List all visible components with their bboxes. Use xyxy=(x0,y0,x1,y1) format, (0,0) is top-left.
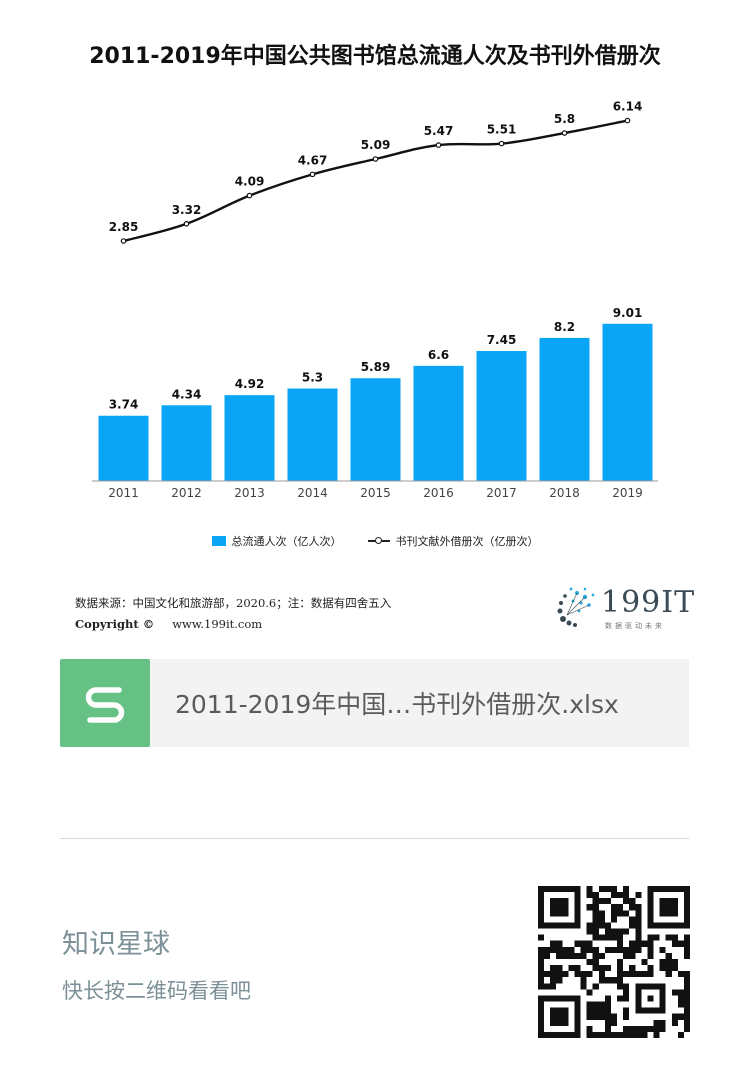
bar-series: 3.74 4.34 4.92 5.3 5.89 6.6 7.45 8.2 9.01 xyxy=(98,306,653,481)
line-label-2013: 4.09 xyxy=(235,175,265,189)
qr-code[interactable] xyxy=(538,886,690,1038)
logo-text: 199IT xyxy=(601,585,696,620)
source-text: 数据来源：中国文化和旅游部，2020.6；注：数据有四舍五入 xyxy=(75,596,392,610)
line-point-2015 xyxy=(372,156,379,162)
legend-swatch-bar xyxy=(211,536,226,546)
x-tick-2018: 2018 xyxy=(549,486,580,500)
logo-dots-icon xyxy=(557,587,595,627)
promo-title: 知识星球 xyxy=(62,929,170,960)
promo-hint: 快长按二维码看看吧 xyxy=(62,979,251,1003)
bar-2017 xyxy=(476,350,527,481)
website-text: www.199it.com xyxy=(172,617,263,631)
line-label-2017: 5.51 xyxy=(487,123,517,137)
x-tick-2019: 2019 xyxy=(612,486,643,500)
line-point-2012 xyxy=(183,220,190,227)
line-label-2015: 5.09 xyxy=(361,138,391,152)
bar-2016 xyxy=(413,365,464,481)
brand-logo: 199IT 数据驱动未来 xyxy=(555,585,694,633)
bar-label-2013: 4.92 xyxy=(235,377,265,391)
line-point-2014 xyxy=(309,171,316,178)
bar-label-2018: 8.2 xyxy=(554,320,575,334)
line-point-2016 xyxy=(435,142,442,148)
bar-label-2019: 9.01 xyxy=(613,306,643,320)
x-tick-2013: 2013 xyxy=(234,486,265,500)
line-point-2017 xyxy=(498,140,505,147)
line-point-2019 xyxy=(624,117,631,124)
logo-subtitle: 数据驱动未来 xyxy=(605,622,665,630)
bar-2018 xyxy=(539,337,590,481)
legend-label-bar: 总流通人次（亿人次） xyxy=(231,535,342,548)
chart-title: 2011-2019年中国公共图书馆总流通人次及书刊外借册次 xyxy=(89,44,661,69)
spreadsheet-file-icon xyxy=(60,659,150,747)
divider xyxy=(60,838,689,839)
bar-2013 xyxy=(224,395,275,481)
line-label-2019: 6.14 xyxy=(613,100,643,114)
bar-2012 xyxy=(161,405,212,481)
bar-2011 xyxy=(98,415,149,481)
chart: 2.85 3.32 4.09 4.67 5.09 5.47 5.51 5.8 6.14 3.74… xyxy=(92,100,658,500)
line-label-2014: 4.67 xyxy=(298,153,328,167)
source-block: 数据来源：中国文化和旅游部，2020.6；注：数据有四舍五入 Copyright… xyxy=(75,593,391,635)
line-label-2012: 3.32 xyxy=(172,203,202,217)
legend-swatch-line xyxy=(367,536,390,546)
line-label-2016: 5.47 xyxy=(424,124,454,138)
bar-2014 xyxy=(287,388,338,481)
x-tick-2016: 2016 xyxy=(423,486,454,500)
x-tick-2017: 2017 xyxy=(486,486,517,500)
bar-label-2012: 4.34 xyxy=(172,387,202,401)
line-point-2018 xyxy=(561,130,568,136)
attachment-file-name: 2011-2019年中国…书刊外借册次.xlsx xyxy=(175,690,619,719)
bar-label-2017: 7.45 xyxy=(487,333,517,347)
legend-item-bar: 总流通人次（亿人次） xyxy=(211,533,342,549)
bar-label-2011: 3.74 xyxy=(109,398,139,412)
x-tick-2015: 2015 xyxy=(360,486,391,500)
copyright-label: Copyright © xyxy=(75,617,155,631)
legend-item-line: 书刊文献外借册次（亿册次） xyxy=(367,533,539,549)
bar-label-2016: 6.6 xyxy=(428,348,449,362)
line-series: 2.85 3.32 4.09 4.67 5.09 5.47 5.51 5.8 6.14 xyxy=(109,100,643,244)
bar-label-2014: 5.3 xyxy=(302,371,323,385)
line-point-2013 xyxy=(246,192,253,199)
bar-label-2015: 5.89 xyxy=(361,360,391,374)
x-tick-2011: 2011 xyxy=(108,486,139,500)
line-label-2011: 2.85 xyxy=(109,220,139,234)
x-axis-ticks: 2011 2012 2013 2014 2015 2016 2017 2018 2019 xyxy=(108,486,643,500)
line-point-2011 xyxy=(120,238,127,244)
x-tick-2014: 2014 xyxy=(297,486,328,500)
legend-label-line: 书刊文献外借册次（亿册次） xyxy=(395,535,539,548)
line-label-2018: 5.8 xyxy=(554,112,575,126)
attachment-card[interactable]: 2011-2019年中国…书刊外借册次.xlsx xyxy=(60,659,689,747)
bar-2015 xyxy=(350,378,401,481)
bar-2019 xyxy=(602,323,653,481)
x-tick-2012: 2012 xyxy=(171,486,202,500)
legend: 总流通人次（亿人次） 书刊文献外借册次（亿册次） xyxy=(0,533,750,549)
